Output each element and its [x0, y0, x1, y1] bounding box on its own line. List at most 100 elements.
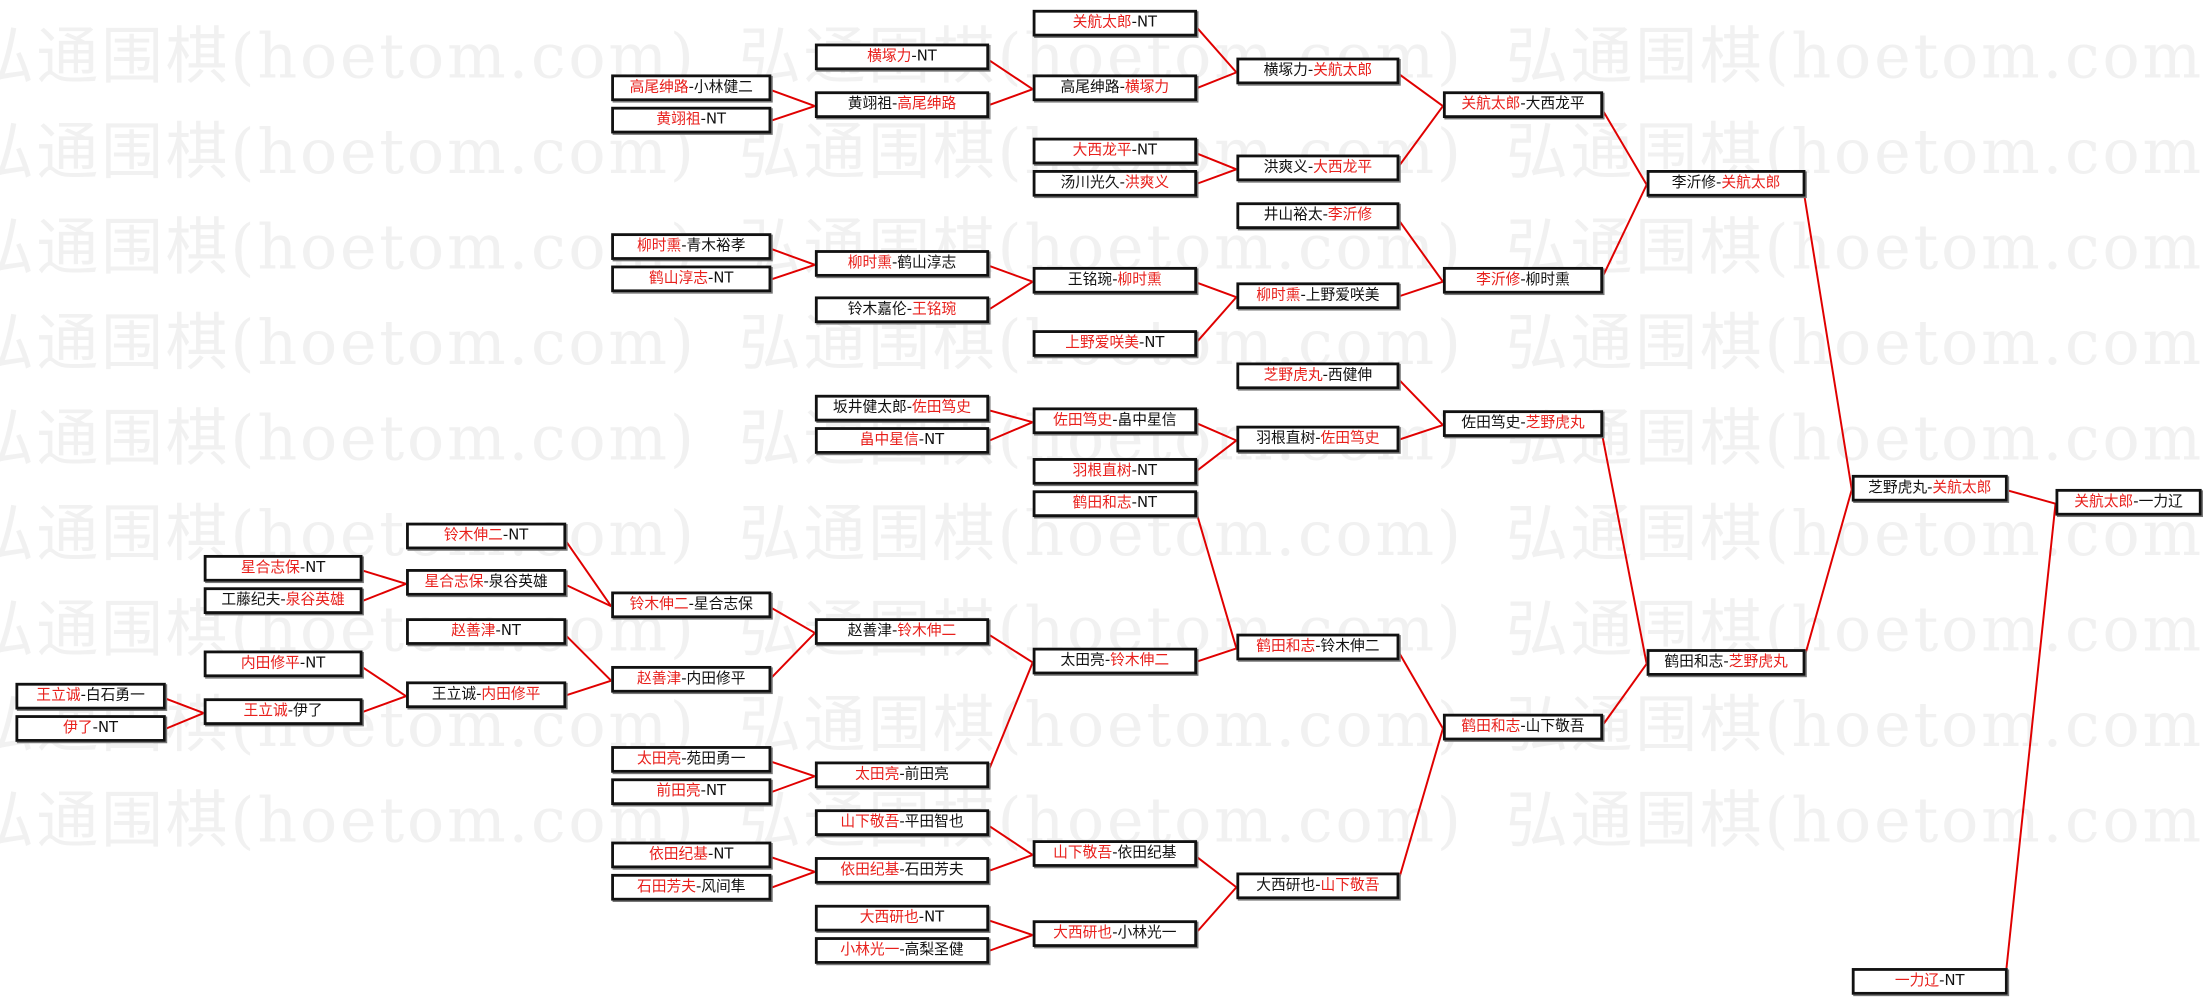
watermark-text: 弘通围棋(hoetom.com) — [0, 785, 697, 858]
winner-name: 前田亮 — [656, 782, 701, 800]
match-box: 黄翊祖-高尾绅路 — [814, 91, 990, 119]
bracket-line — [2003, 503, 2057, 983]
bracket-line — [768, 247, 816, 266]
winner-name: 柳时熏 — [1117, 271, 1162, 289]
match-box: 赵善津-铃木伸二 — [814, 618, 990, 645]
winner-name: 高尾绅路 — [897, 95, 957, 113]
winner-name: 关航太郎 — [2074, 493, 2134, 511]
winner-name: 横塚力 — [1124, 78, 1170, 96]
match-box: 芝野虎丸-关航太郎 — [1851, 474, 2008, 502]
match-box: 李沂修-柳时熏 — [1442, 266, 1604, 294]
match-box: 依田纪基-石田芳夫 — [814, 857, 990, 884]
separator: - — [708, 845, 714, 863]
bracket-line — [1801, 184, 1853, 490]
match-box: 大西研也-山下敬吾 — [1236, 872, 1400, 900]
bracket-line — [985, 88, 1034, 108]
separator: - — [1131, 494, 1137, 512]
watermark-text: 弘通围棋(hoetom.com) — [0, 403, 697, 475]
player-name: 小林健二 — [693, 78, 753, 96]
winner-name: 内田修平 — [240, 654, 300, 672]
separator: - — [1307, 61, 1314, 79]
player-name: 井山裕太 — [1263, 206, 1323, 224]
separator: - — [891, 95, 898, 113]
bracket-line — [1193, 886, 1238, 936]
bracket-line — [985, 57, 1034, 91]
watermark-text: 弘通围棋(hoetom.com) — [1505, 116, 2203, 189]
winner-name: 高尾绅路 — [629, 78, 689, 96]
player-name: NT — [916, 47, 937, 65]
winner-name: 横塚力 — [867, 47, 912, 65]
match-box: 羽根直树-佐田笃史 — [1236, 425, 1400, 453]
winner-name: 关航太郎 — [1072, 14, 1132, 31]
bracket-line — [1801, 489, 1853, 665]
player-name: NT — [924, 909, 945, 926]
match-box: 石田芳夫-风间隼 — [611, 873, 772, 901]
match-box: 关航太郎-大西龙平 — [1442, 91, 1604, 119]
match-box: 铃木伸二-星合志保 — [611, 591, 772, 619]
player-name: 高梨圣健 — [904, 941, 964, 959]
bracket-line — [1193, 151, 1237, 171]
separator: - — [280, 591, 286, 609]
player-name: 芝野虎丸 — [1868, 479, 1928, 496]
player-name: NT — [1136, 14, 1158, 31]
match-box: 前田亮-NT — [611, 778, 772, 806]
bracket-line — [768, 870, 816, 890]
winner-name: 佐田笃史 — [1053, 411, 1113, 429]
match-box: 上野爱咲美-NT — [1032, 330, 1198, 357]
separator: - — [1939, 972, 1945, 990]
player-name: 佐田笃史 — [1461, 414, 1521, 432]
match-box: 太田亮-铃木伸二 — [1032, 647, 1198, 675]
winner-name: 泉谷英雄 — [285, 591, 345, 609]
bracket-line — [1193, 504, 1238, 649]
player-name: 前田亮 — [904, 765, 949, 783]
winner-name: 太田亮 — [636, 750, 682, 768]
winner-name: 鹤山淳志 — [649, 269, 709, 287]
bracket-line — [162, 712, 205, 731]
watermark-text: 弘通围棋(hoetom.com) — [0, 116, 697, 189]
winner-name: 山下敬吾 — [840, 813, 900, 831]
winner-name: 大西龙平 — [1313, 158, 1373, 176]
player-name: 内田修平 — [686, 670, 746, 688]
match-box: 鹤田和志-山下敬吾 — [1442, 713, 1604, 741]
winner-name: 芝野虎丸 — [1728, 653, 1788, 671]
separator: - — [1112, 924, 1118, 942]
watermark-text: 弘通围棋(hoetom.com) — [1505, 212, 2203, 284]
bracket-line — [1193, 421, 1237, 442]
match-box: 高尾绅路-横塚力 — [1032, 74, 1198, 102]
separator: - — [1723, 653, 1729, 671]
winner-name: 李沂修 — [1476, 271, 1521, 289]
winner-name: 太田亮 — [855, 765, 900, 783]
player-name: NT — [924, 431, 945, 449]
winner-name: 铃木伸二 — [443, 526, 503, 544]
player-name: NT — [1136, 462, 1158, 480]
player-name: 西健伸 — [1327, 366, 1373, 384]
separator: - — [1927, 479, 1933, 496]
separator: - — [918, 909, 925, 926]
separator: - — [681, 750, 687, 768]
bracket-line — [1395, 647, 1444, 729]
player-name: 横塚力 — [1263, 61, 1308, 79]
winner-name: 内田修平 — [481, 685, 541, 703]
watermark-text: 弘通围棋(hoetom.com) — [1505, 785, 2203, 858]
separator: - — [891, 254, 898, 272]
match-box: 工藤纪夫-泉谷英雄 — [203, 587, 363, 614]
bracket-line — [768, 605, 816, 634]
player-name: 石田芳夫 — [904, 861, 964, 879]
watermark-text: 弘通围棋(hoetom.com) — [1505, 307, 2203, 380]
match-box: 山下敬吾-依田纪基 — [1032, 840, 1198, 867]
match-box: 坂井健太郎-佐田笃史 — [814, 394, 990, 422]
bracket-line — [768, 88, 816, 108]
match-box: 洪爽义-大西龙平 — [1236, 154, 1400, 182]
player-name: NT — [97, 719, 119, 737]
watermark-text: 弘通围棋(hoetom.com) — [1505, 403, 2203, 475]
separator: - — [495, 622, 501, 640]
player-name: 星合志保 — [693, 595, 753, 613]
separator: - — [681, 670, 687, 688]
player-name: 山下敬吾 — [1525, 717, 1585, 735]
winner-name: 赵善津 — [636, 670, 682, 688]
separator: - — [1315, 876, 1321, 894]
player-name: 青木裕孝 — [686, 237, 746, 255]
separator: - — [299, 559, 306, 577]
separator: - — [1131, 462, 1137, 480]
